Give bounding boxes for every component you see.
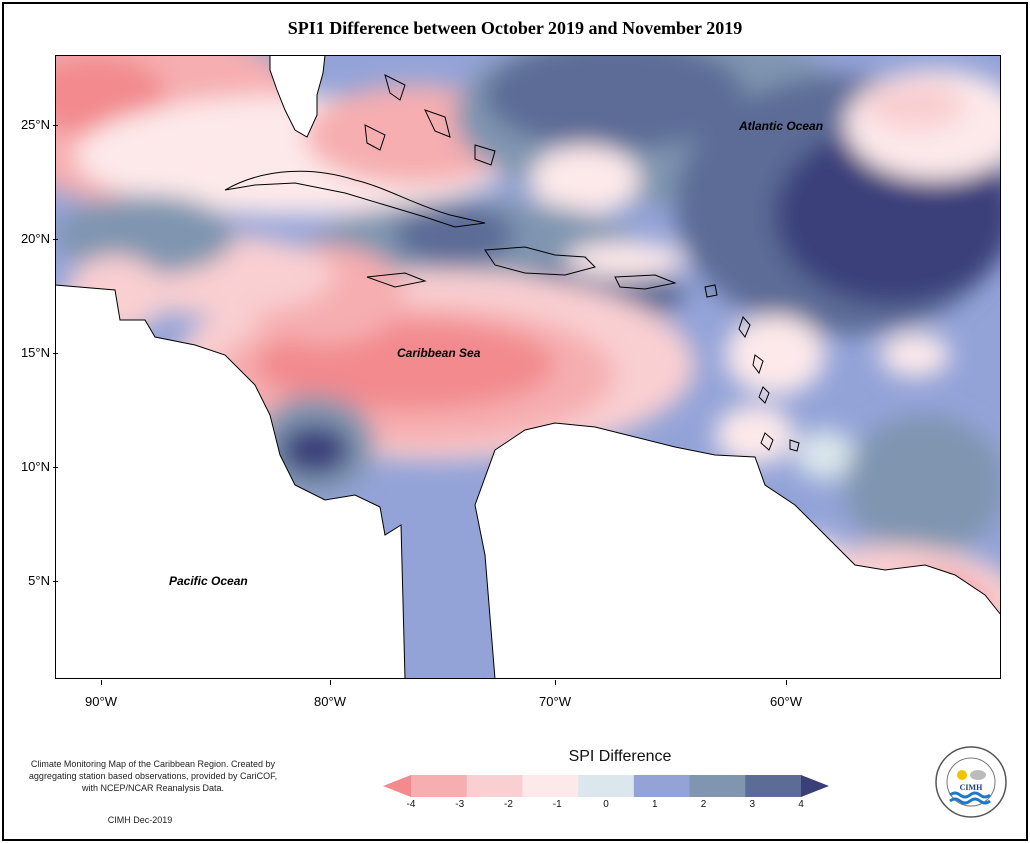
legend-swatch <box>522 775 579 797</box>
legend-tick-label: -4 <box>406 799 416 810</box>
cimh-logo: CIMH <box>935 746 1007 818</box>
lat-label-20n: 20°N <box>0 231 58 246</box>
lon-label-90w: 90°W <box>71 680 131 709</box>
legend-swatch <box>466 775 523 797</box>
atlantic-ocean-label: Atlantic Ocean <box>739 119 824 133</box>
legend-tick-label: 2 <box>700 799 707 810</box>
lat-label-5n: 5°N <box>0 573 58 588</box>
lon-label-80w: 80°W <box>300 680 360 709</box>
legend-swatch <box>578 775 635 797</box>
spi-map-canvas <box>55 55 1001 679</box>
lat-label-25n: 25°N <box>0 117 58 132</box>
map-credit: CIMH Dec-2019 <box>107 815 173 825</box>
legend-swatch <box>411 775 468 797</box>
sun-icon <box>957 770 967 780</box>
lon-label-60w: 60°W <box>756 680 816 709</box>
legend-swatch <box>689 775 746 797</box>
wave-icon <box>949 791 991 799</box>
caribbean-sea-label: Caribbean Sea <box>397 346 481 360</box>
legend-swatch <box>745 775 802 797</box>
lat-label-10n: 10°N <box>0 459 58 474</box>
svg-text:CIMH: CIMH <box>960 783 983 792</box>
legend-tick-label: 3 <box>749 799 756 810</box>
lat-label-15n: 15°N <box>0 345 58 360</box>
legend-tick-label: -1 <box>552 799 562 810</box>
legend-tick-label: 0 <box>603 799 609 810</box>
legend-tick-label: 1 <box>651 799 658 810</box>
legend-swatch <box>633 775 691 797</box>
legend-arrow-low <box>383 775 411 797</box>
legend-title: SPI Difference <box>568 748 672 765</box>
legend-arrow-high <box>801 775 829 797</box>
lon-label-70w: 70°W <box>525 680 585 709</box>
spi-map <box>55 55 1001 679</box>
map-title: SPI1 Difference between October 2019 and… <box>287 18 743 38</box>
map-description-note: Climate Monitoring Map of the Caribbean … <box>28 759 278 793</box>
legend-tick-label: -2 <box>504 799 513 810</box>
legend-colorbar <box>383 775 829 797</box>
legend-tick-label: -3 <box>455 799 465 810</box>
pacific-ocean-label: Pacific Ocean <box>169 574 248 588</box>
cloud-icon <box>970 770 986 780</box>
legend-tick-label: 4 <box>798 799 804 810</box>
